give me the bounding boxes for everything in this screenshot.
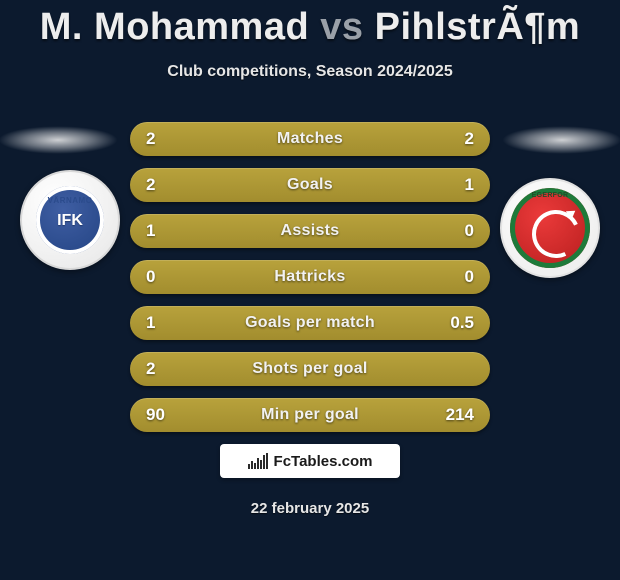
stat-value-right: 0.5 bbox=[434, 306, 490, 340]
stat-value-right: 1 bbox=[449, 168, 490, 202]
crest-left-curve-text: VÄRNAMO bbox=[22, 196, 118, 205]
stat-label: Matches bbox=[277, 130, 343, 148]
player1-name: M. Mohammad bbox=[40, 6, 309, 48]
stat-label: Goals bbox=[287, 176, 333, 194]
player2-name: PihlstrÃ¶m bbox=[375, 6, 581, 48]
crest-left-center-text: IFK bbox=[22, 212, 118, 230]
stat-value-left: 2 bbox=[130, 168, 171, 202]
crest-shadow-right bbox=[502, 126, 620, 154]
crest-shadow-left bbox=[0, 126, 118, 154]
stat-row: 1 Assists 0 bbox=[130, 214, 490, 248]
crest-right-arrow-icon bbox=[566, 207, 578, 220]
brand-label: FcTables.com bbox=[274, 453, 373, 470]
stat-value-right: 0 bbox=[449, 260, 490, 294]
page-title: M. Mohammad vs PihlstrÃ¶m bbox=[0, 0, 620, 49]
bars-icon bbox=[248, 453, 268, 469]
stat-value-left: 2 bbox=[130, 122, 171, 156]
crest-right-curve-text: EGERFOR bbox=[502, 192, 598, 199]
stat-value-left: 2 bbox=[130, 352, 171, 386]
stat-row: 1 Goals per match 0.5 bbox=[130, 306, 490, 340]
stat-label: Min per goal bbox=[261, 406, 359, 424]
stat-value-left: 1 bbox=[130, 306, 171, 340]
stat-label: Goals per match bbox=[245, 314, 375, 332]
stat-row: 2 Shots per goal bbox=[130, 352, 490, 386]
date-label: 22 february 2025 bbox=[0, 500, 620, 517]
stat-row: 90 Min per goal 214 bbox=[130, 398, 490, 432]
stat-row: 2 Goals 1 bbox=[130, 168, 490, 202]
stat-row: 0 Hattricks 0 bbox=[130, 260, 490, 294]
stat-value-left: 90 bbox=[130, 398, 181, 432]
stat-value-right bbox=[458, 352, 490, 386]
subtitle: Club competitions, Season 2024/2025 bbox=[0, 63, 620, 81]
brand-box: FcTables.com bbox=[220, 444, 400, 478]
stat-label: Hattricks bbox=[274, 268, 345, 286]
club-crest-right: EGERFOR bbox=[500, 178, 600, 278]
stats-panel: 2 Matches 2 2 Goals 1 1 Assists 0 0 Hattricks 0 1 Goa… bbox=[130, 122, 490, 444]
club-crest-left: VÄRNAMO IFK bbox=[20, 170, 120, 270]
stat-value-left: 0 bbox=[130, 260, 171, 294]
stat-value-right: 2 bbox=[449, 122, 490, 156]
stat-value-right: 214 bbox=[430, 398, 490, 432]
vs-separator: vs bbox=[320, 6, 363, 48]
stat-label: Shots per goal bbox=[252, 360, 367, 378]
stat-row: 2 Matches 2 bbox=[130, 122, 490, 156]
stat-value-right: 0 bbox=[449, 214, 490, 248]
stat-label: Assists bbox=[280, 222, 339, 240]
stat-value-left: 1 bbox=[130, 214, 171, 248]
